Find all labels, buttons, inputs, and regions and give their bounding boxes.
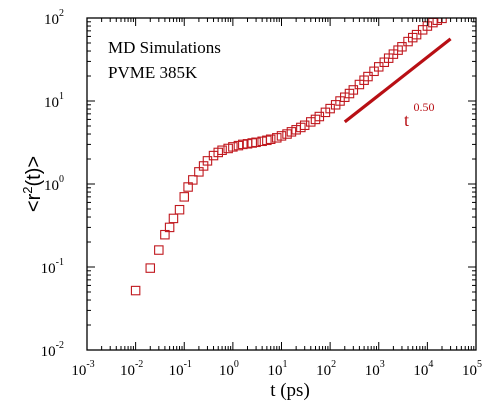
data-point [276,131,287,141]
data-point [202,156,213,166]
tick-labels-layer: 10-3 10-2 10-1 100 101 102 103 104 105 10-2 10-1 10… [41,8,482,379]
y-tick-label: 101 [44,91,64,111]
data-point [299,120,310,131]
y-tick-label: 10-1 [41,257,64,277]
data-point [228,142,238,152]
slope-label: t 0.50 [404,100,435,130]
data-point [154,245,164,255]
data-point [130,285,141,296]
y-tick-label: 102 [44,8,64,28]
ticks-layer [86,17,477,351]
x-tick-label: 104 [413,359,433,379]
data-point [363,71,373,82]
data-point [179,192,190,202]
data-point [188,175,198,185]
x-tick-label: 105 [462,359,482,379]
annotation-line-1: MD Simulations [108,38,221,57]
slope-guide-line [343,37,452,124]
slope-label-base: t [404,110,409,130]
data-point [265,134,276,145]
y-tick-label: 10-2 [41,340,64,360]
data-point [217,145,227,156]
x-tick-label: 10-3 [71,359,94,379]
x-tick-label: 101 [268,359,288,379]
x-axis-label: t (ps) [270,380,310,401]
data-point [348,85,359,95]
y-axis-label-suffix: (t)> [23,156,45,187]
y-axis-label: <r2(t)> [20,156,45,212]
slope-layer [343,37,452,124]
data-point [168,213,179,224]
data-point [164,222,175,233]
data-point [251,137,261,148]
series-layer [130,18,447,296]
data-point [432,18,443,25]
x-tick-label: 102 [316,359,336,379]
data-point [145,263,156,273]
x-tick-label: 10-2 [120,359,143,379]
slope-label-exponent: 0.50 [414,100,435,114]
x-tick-label: 103 [365,359,385,379]
x-tick-label: 100 [219,359,239,379]
data-point [411,29,422,40]
annotation-line-2: PVME 385K [108,63,198,82]
y-axis-label-superscript: 2 [20,186,35,193]
data-point [174,204,185,215]
x-tick-label: 10-1 [169,359,192,379]
data-point [397,42,407,52]
y-axis-label-prefix: <r [23,193,45,212]
y-tick-label: 100 [44,174,64,194]
